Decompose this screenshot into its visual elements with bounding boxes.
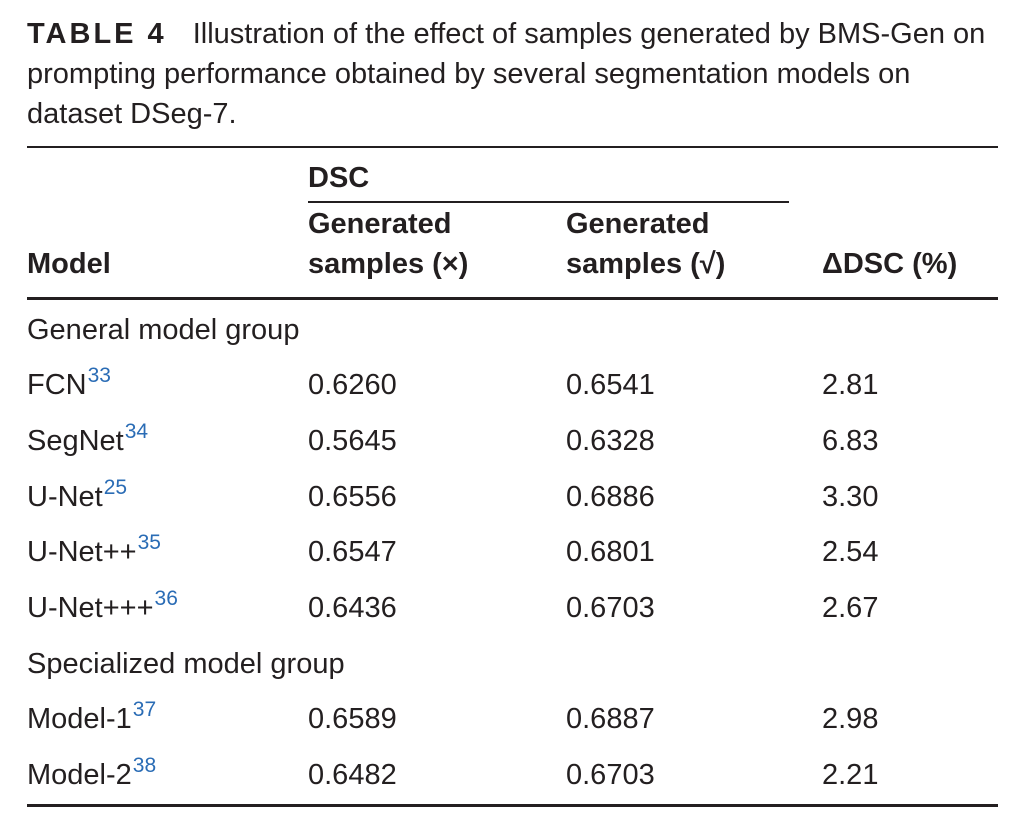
top-rule (27, 146, 998, 148)
dsc-with-cell: 0.6801 (566, 536, 655, 568)
header-gen-check-line1: Generated (566, 208, 710, 240)
group-label-specialized: Specialized model group (27, 648, 345, 680)
model-cell: Model-137 (27, 698, 157, 735)
citation-link[interactable]: 25 (103, 476, 128, 499)
dsc-span-rule (308, 201, 789, 203)
dsc-with-cell: 0.6703 (566, 592, 655, 624)
model-cell: FCN33 (27, 364, 111, 401)
delta-cell: 2.54 (822, 536, 879, 568)
dsc-with-cell: 0.6703 (566, 759, 655, 791)
model-cell: SegNet34 (27, 420, 149, 457)
delta-cell: 2.98 (822, 703, 879, 735)
model-cell: U-Net25 (27, 476, 128, 513)
dsc-without-cell: 0.6482 (308, 759, 397, 791)
header-dsc: DSC (308, 162, 370, 194)
table-label: TABLE 4 (27, 18, 167, 50)
dsc-with-cell: 0.6328 (566, 425, 655, 457)
dsc-without-cell: 0.6556 (308, 481, 397, 513)
bottom-rule (27, 804, 998, 807)
citation-link[interactable]: 33 (87, 364, 111, 387)
dsc-with-cell: 0.6887 (566, 703, 655, 735)
citation-link[interactable]: 38 (132, 754, 157, 777)
dsc-with-cell: 0.6886 (566, 481, 655, 513)
delta-cell: 6.83 (822, 425, 879, 457)
dsc-with-cell: 0.6541 (566, 369, 655, 401)
dsc-without-cell: 0.6260 (308, 369, 397, 401)
caption-text: Illustration of the effect of samples ge… (27, 18, 986, 130)
citation-link[interactable]: 34 (124, 420, 149, 443)
delta-cell: 2.81 (822, 369, 879, 401)
dsc-without-cell: 0.5645 (308, 425, 397, 457)
dsc-without-cell: 0.6547 (308, 536, 397, 568)
header-rule (27, 297, 998, 300)
dsc-without-cell: 0.6436 (308, 592, 397, 624)
dsc-without-cell: 0.6589 (308, 703, 397, 735)
header-delta-dsc: ΔDSC (%) (822, 248, 958, 280)
header-model: Model (27, 248, 111, 280)
group-label-general: General model group (27, 314, 300, 346)
header-gen-check-line2: samples (√) (566, 248, 726, 280)
header-gen-x-line2: samples (×) (308, 248, 469, 280)
delta-cell: 3.30 (822, 481, 879, 513)
model-cell: Model-238 (27, 754, 157, 791)
citation-link[interactable]: 36 (154, 587, 178, 610)
model-cell: U-Net+++36 (27, 587, 178, 624)
delta-cell: 2.21 (822, 759, 879, 791)
model-cell: U-Net++35 (27, 531, 161, 568)
citation-link[interactable]: 37 (132, 698, 157, 721)
citation-link[interactable]: 35 (137, 531, 161, 554)
delta-cell: 2.67 (822, 592, 879, 624)
table-caption: TABLE 4 Illustration of the effect of sam… (27, 14, 987, 134)
header-gen-x-line1: Generated (308, 208, 452, 240)
